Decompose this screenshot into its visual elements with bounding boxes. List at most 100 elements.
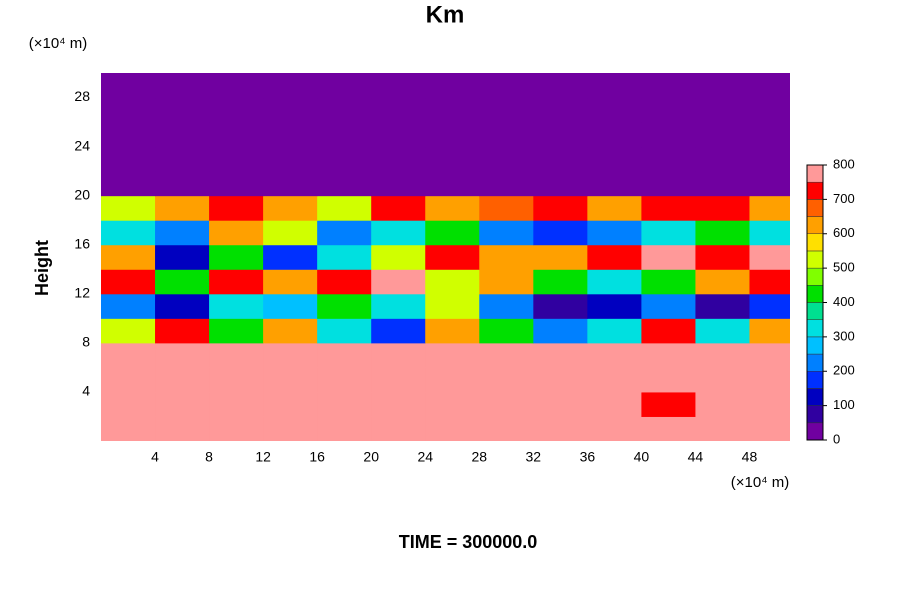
field-cell xyxy=(641,342,696,368)
field-cell xyxy=(101,293,156,319)
field-cell xyxy=(587,342,642,368)
field-cell xyxy=(587,171,642,197)
field-cell xyxy=(749,97,790,123)
field-cell xyxy=(425,293,480,319)
field-cell xyxy=(155,97,210,123)
field-cell xyxy=(533,146,588,172)
field-cell xyxy=(479,342,534,368)
x-tick-label: 40 xyxy=(634,449,650,465)
field-cell xyxy=(263,416,318,441)
field-cell xyxy=(101,342,156,368)
field-cell xyxy=(533,416,588,441)
field-cell xyxy=(695,146,750,172)
x-tick-label: 8 xyxy=(205,449,213,465)
field-cell xyxy=(479,416,534,441)
colorbar-tick-label: 400 xyxy=(833,294,855,309)
field-cell xyxy=(425,195,480,221)
field-cell xyxy=(317,122,372,148)
y-tick-label: 16 xyxy=(74,235,90,251)
field-cell xyxy=(533,244,588,270)
field-cell xyxy=(317,220,372,246)
field-cell xyxy=(263,342,318,368)
field-cell xyxy=(155,171,210,197)
field-cell xyxy=(317,318,372,344)
field-cell xyxy=(587,391,642,417)
field-cell xyxy=(587,416,642,441)
field-cell xyxy=(425,367,480,393)
field-cell xyxy=(587,220,642,246)
colorbar-band xyxy=(806,216,824,234)
field-cell xyxy=(209,97,264,123)
field-cell xyxy=(155,318,210,344)
field-cell xyxy=(371,73,426,99)
field-cell xyxy=(425,318,480,344)
field-cell xyxy=(695,97,750,123)
field-cell xyxy=(587,97,642,123)
field xyxy=(101,73,790,441)
colorbar-band xyxy=(806,302,824,320)
field-cell xyxy=(101,269,156,295)
x-tick-label: 36 xyxy=(580,449,596,465)
field-cell xyxy=(749,293,790,319)
field-cell xyxy=(479,195,534,221)
field-cell xyxy=(371,342,426,368)
field-cell xyxy=(479,73,534,99)
field-cell xyxy=(749,318,790,344)
field-cell xyxy=(155,73,210,99)
field-cell xyxy=(641,97,696,123)
field-cell xyxy=(425,171,480,197)
field-cell xyxy=(695,195,750,221)
field-cell xyxy=(371,97,426,123)
field-cell xyxy=(479,244,534,270)
colorbar-band xyxy=(806,388,824,406)
field-cell xyxy=(425,244,480,270)
field-cell xyxy=(263,391,318,417)
field-cell xyxy=(317,171,372,197)
field-cell xyxy=(695,391,750,417)
field-cell xyxy=(209,318,264,344)
field-cell xyxy=(209,416,264,441)
field-cell xyxy=(209,342,264,368)
x-tick-label: 44 xyxy=(688,449,704,465)
field-cell xyxy=(695,367,750,393)
y-tick-label: 24 xyxy=(74,137,90,153)
field-cell xyxy=(479,220,534,246)
colorbar-tick-label: 700 xyxy=(833,191,855,206)
field-cell xyxy=(749,342,790,368)
field-cell xyxy=(101,195,156,221)
field-cell xyxy=(479,391,534,417)
field-cell xyxy=(101,220,156,246)
field-cell xyxy=(317,391,372,417)
field-cell xyxy=(749,146,790,172)
field-cell xyxy=(263,244,318,270)
field-cell xyxy=(479,318,534,344)
colorbar-band xyxy=(806,250,824,269)
y-axis-label: Height xyxy=(32,240,52,296)
field-cell xyxy=(479,146,534,172)
field-cell xyxy=(317,97,372,123)
field-cell xyxy=(371,269,426,295)
field-cell xyxy=(371,195,426,221)
field-cell xyxy=(371,391,426,417)
field-cell xyxy=(695,318,750,344)
field-cell xyxy=(317,367,372,393)
field-cell xyxy=(209,195,264,221)
field-cell xyxy=(533,220,588,246)
field-cell xyxy=(641,220,696,246)
field-cell xyxy=(641,318,696,344)
field-cell xyxy=(641,195,696,221)
x-tick-label: 28 xyxy=(471,449,487,465)
colorbar-band xyxy=(806,405,824,424)
colorbar-band xyxy=(806,199,824,217)
field-cell xyxy=(425,269,480,295)
colorbar-band xyxy=(806,353,824,372)
field-cell xyxy=(641,367,696,393)
field-cell xyxy=(371,318,426,344)
x-tick-label: 16 xyxy=(309,449,325,465)
field-cell xyxy=(209,391,264,417)
field-cell xyxy=(263,97,318,123)
field-cell xyxy=(749,73,790,99)
field-cell xyxy=(749,269,790,295)
field-cell xyxy=(749,122,790,148)
field-cell xyxy=(317,73,372,99)
